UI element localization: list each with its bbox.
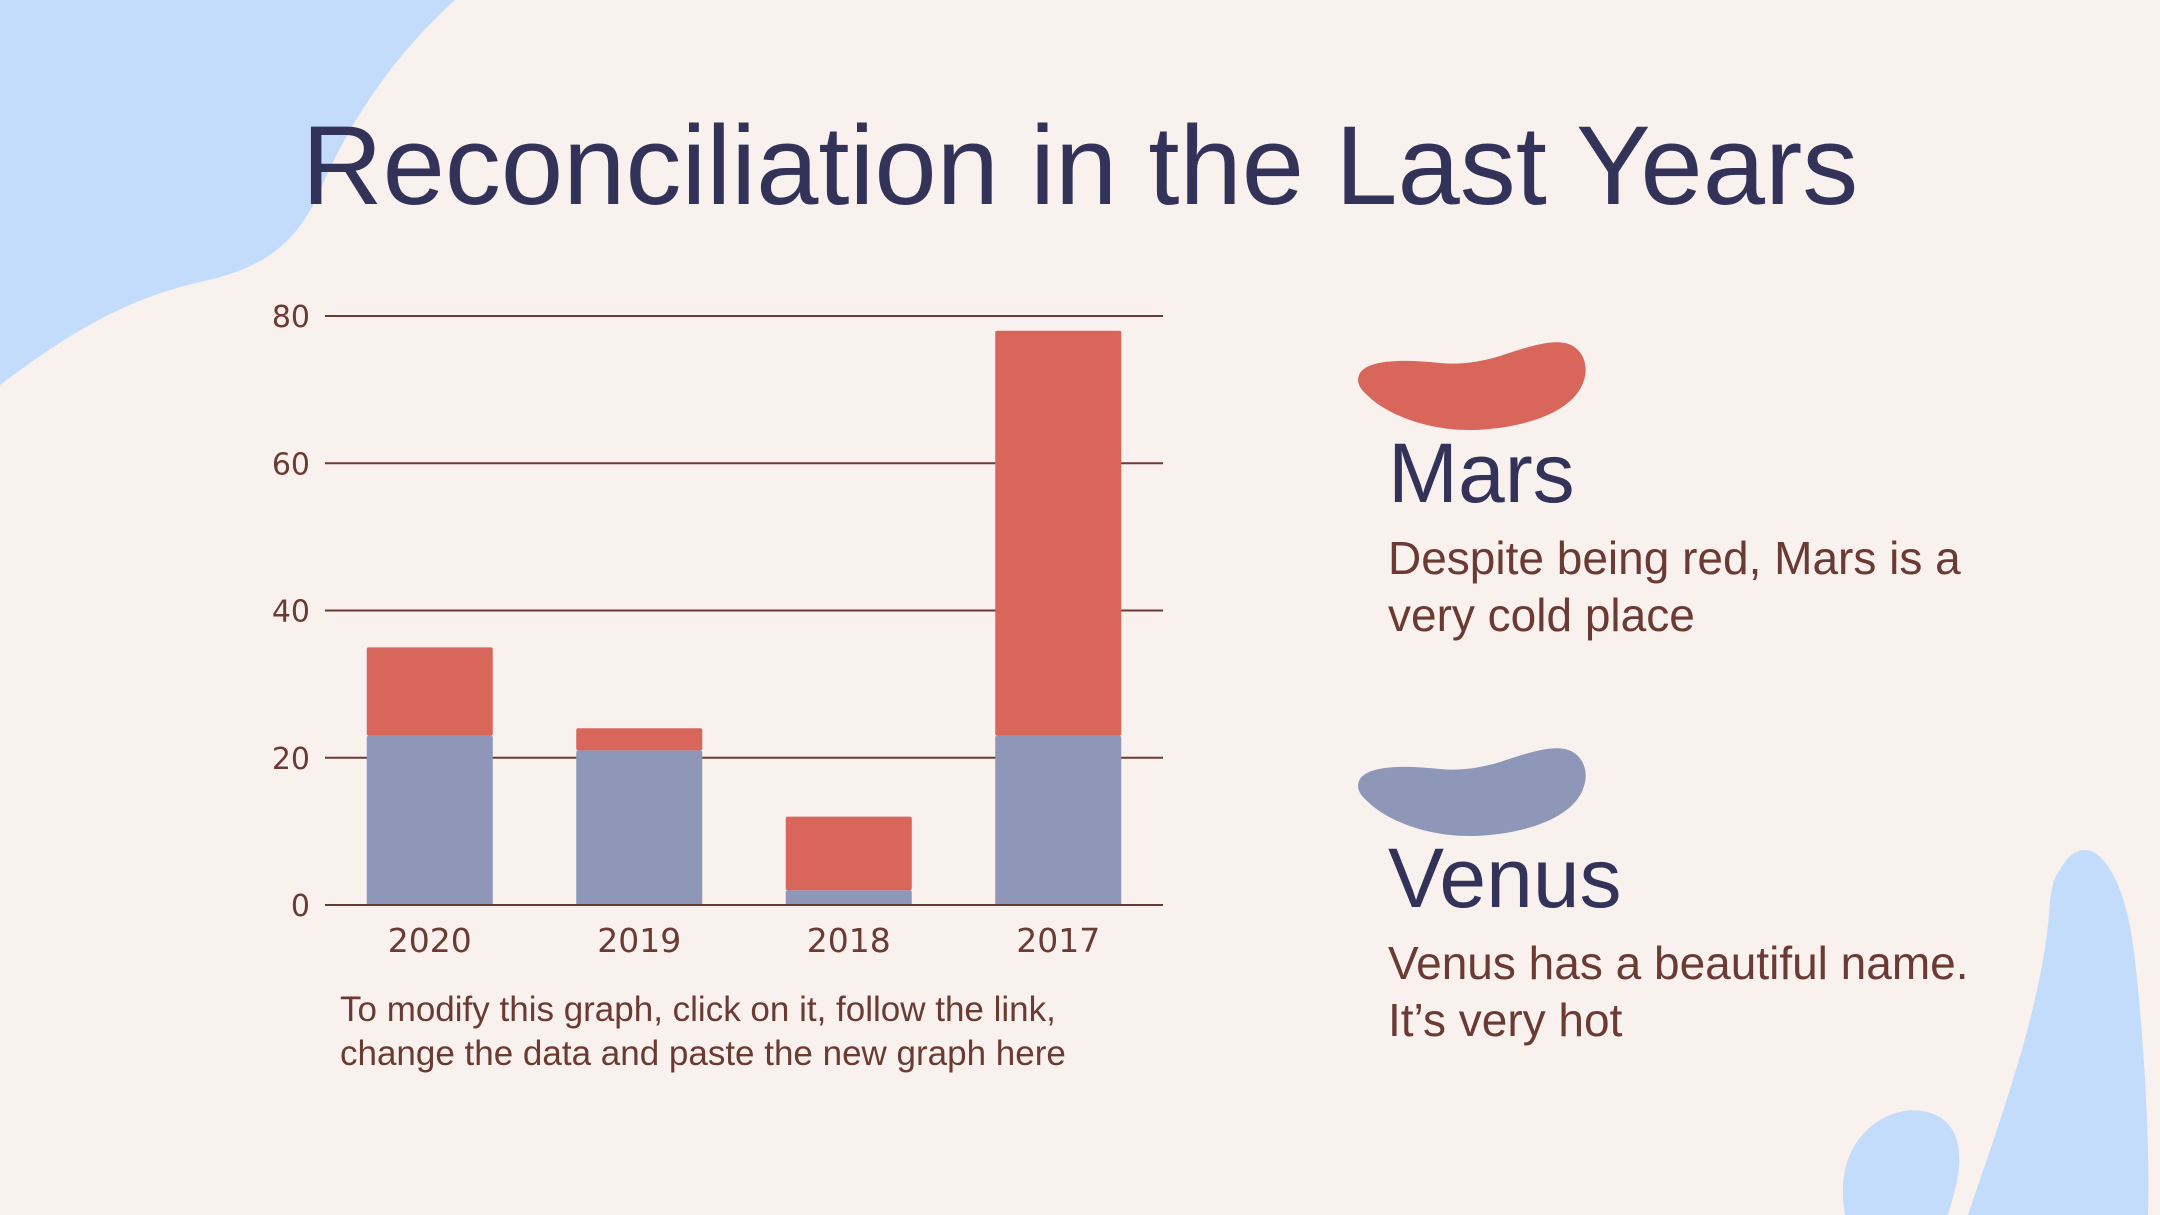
venus-blob-icon	[1358, 748, 1586, 837]
bar-segment	[995, 735, 1122, 905]
mars-title: Mars	[1388, 426, 1575, 520]
bar-segment	[785, 890, 912, 905]
x-tick-label: 2019	[597, 921, 681, 960]
y-tick-label: 20	[272, 742, 310, 777]
y-tick-label: 80	[272, 300, 310, 335]
chart-note: To modify this graph, click on it, follo…	[340, 990, 1066, 1073]
bar-segment	[576, 728, 703, 751]
mars-blob-icon	[1358, 342, 1586, 431]
venus-description: Venus has a beautiful name. It’s very ho…	[1388, 937, 1969, 1046]
top-left-blob	[0, 0, 455, 385]
venus-title: Venus	[1388, 831, 1622, 925]
x-tick-label: 2018	[807, 921, 891, 960]
y-tick-label: 60	[272, 447, 310, 482]
y-tick-label: 40	[272, 595, 310, 630]
bar-segment	[366, 647, 493, 736]
x-tick-label: 2017	[1016, 921, 1100, 960]
x-tick-label: 2020	[388, 921, 472, 960]
bar-segment	[785, 816, 912, 891]
page-title: Reconciliation in the Last Years	[301, 103, 1859, 228]
bar-segment	[576, 750, 703, 905]
bottom-right-blob-large	[1968, 850, 2149, 1215]
bar-segment	[995, 330, 1122, 736]
mars-description: Despite being red, Mars is a very cold p…	[1388, 532, 1961, 641]
bottom-right-blob-small	[1842, 1110, 1960, 1215]
bar-segment	[366, 735, 493, 905]
y-tick-label: 0	[291, 889, 310, 924]
